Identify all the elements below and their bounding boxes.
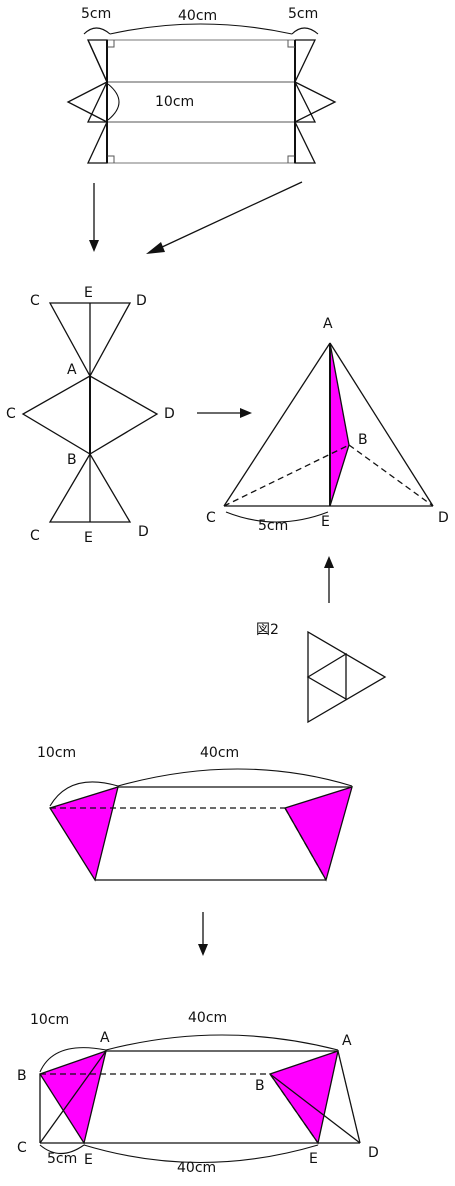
- arrow-down-bottom: [198, 912, 208, 956]
- strip-left-shaded: [49, 786, 119, 882]
- top-left-flap-upper: [86, 39, 108, 123]
- top-right-flap-lower: [294, 121, 317, 164]
- labeled-left-c-label: C: [17, 1140, 27, 1156]
- net-top-c-label: C: [30, 293, 40, 309]
- fig2-inner-triangle: [306, 652, 347, 701]
- strip-end-arc: [49, 781, 119, 807]
- top-left-width-arc: [83, 27, 111, 35]
- top-right-angle-mark-3: [107, 155, 115, 163]
- labeled-bottom-length-label: 40cm: [177, 1160, 216, 1176]
- labeled-strip: 10cm 40cm 40cm 5cm A B C E A B D E: [17, 1010, 379, 1176]
- labeled-left-diagonal: [39, 1050, 107, 1144]
- tetra-edge-ad: [329, 342, 434, 507]
- top-figure: 5cm 40cm 5cm 10cm: [66, 6, 337, 164]
- tetra-edge-bd: [348, 444, 434, 507]
- strip-right-dashed-edge: [284, 807, 327, 881]
- labeled-right-b-label: B: [255, 1078, 265, 1094]
- labeled-right-d-label: D: [368, 1145, 379, 1161]
- net-top-triangle: [48, 302, 132, 378]
- labeled-left-b-label: B: [17, 1068, 27, 1084]
- arrows-top: [89, 181, 303, 254]
- top-right-angle-mark-1: [107, 40, 115, 48]
- arrow-down-left-head: [89, 240, 99, 252]
- top-left-flap-middle: [66, 80, 108, 124]
- arrow-up-head: [324, 556, 334, 568]
- top-left-flap-lower: [86, 121, 108, 164]
- net-bot-c-label: C: [30, 528, 40, 544]
- arrow-right-head: [240, 408, 252, 418]
- top-right-flap-upper: [294, 39, 317, 123]
- top-right-width-arc: [291, 27, 319, 35]
- labeled-right-edge-ad: [337, 1050, 361, 1144]
- top-right-flap-middle: [294, 80, 337, 124]
- labeled-left-e-label: E: [84, 1152, 93, 1168]
- arrow-up: [324, 556, 334, 603]
- tetra-edge-cb: [223, 444, 350, 507]
- arrow-diagonal-shaft: [159, 181, 303, 249]
- labeled-right-shaded: [268, 1050, 339, 1145]
- net-top-e-label: E: [84, 285, 93, 301]
- tetra-ce-arc: [225, 511, 329, 523]
- labeled-ce-arc: [39, 1144, 85, 1155]
- tetra-e-label: E: [321, 514, 330, 530]
- folded-net: C E D A C D B C E D: [6, 285, 175, 546]
- net-a-label: A: [67, 362, 77, 378]
- labeled-end-width-label: 10cm: [30, 1012, 69, 1028]
- top-length-arc: [109, 23, 293, 35]
- labeled-top-length-label: 40cm: [188, 1010, 227, 1026]
- top-right-angle-mark-2: [287, 40, 295, 48]
- tetra-d-label: D: [438, 510, 449, 526]
- top-length-label: 40cm: [178, 8, 217, 24]
- labeled-right-edge-bd: [269, 1073, 361, 1144]
- tetra-a-label: A: [323, 316, 333, 332]
- tetra-c-label: C: [206, 510, 216, 526]
- arrow-diagonal-head: [146, 242, 165, 254]
- tetra-ce-length-label: 5cm: [258, 518, 288, 534]
- net-bot-d-label: D: [138, 524, 149, 540]
- tetrahedron: A B C E D 5cm: [206, 316, 449, 534]
- arrow-right: [197, 408, 252, 418]
- net-b-label: B: [67, 452, 77, 468]
- tetra-edge-ac: [223, 342, 331, 507]
- top-right-width-label: 5cm: [288, 6, 318, 22]
- labeled-end-arc: [39, 1047, 107, 1073]
- top-right-angle-mark-4: [287, 155, 295, 163]
- top-left-flap-edge: [87, 39, 108, 83]
- strip-right-shaded: [284, 786, 353, 882]
- net-bot-e-label: E: [84, 530, 93, 546]
- labeled-right-a-label: A: [342, 1033, 352, 1049]
- net-mid-c-label: C: [6, 406, 16, 422]
- top-left-width-label: 5cm: [81, 6, 111, 22]
- top-height-arc: [107, 83, 120, 121]
- strip-end-width-label: 10cm: [37, 745, 76, 761]
- top-height-label: 10cm: [155, 94, 194, 110]
- labeled-right-e-label: E: [309, 1151, 318, 1167]
- labeled-left-a-label: A: [100, 1030, 110, 1046]
- net-top-d-label: D: [136, 293, 147, 309]
- labeled-bottom-arc: [83, 1144, 319, 1164]
- labeled-top-arc: [105, 1034, 339, 1051]
- strip-length-arc: [117, 768, 353, 787]
- tetra-b-label: B: [358, 432, 368, 448]
- unfolded-strip: 10cm 40cm: [37, 745, 353, 882]
- net-bottom-triangle: [48, 452, 132, 523]
- strip-length-label: 40cm: [200, 745, 239, 761]
- net-mid-d-label: D: [164, 406, 175, 422]
- arrow-down-bottom-head: [198, 944, 208, 956]
- top-rectangle: [106, 39, 296, 164]
- figure2-label: 図2: [256, 622, 279, 638]
- labeled-ce-length-label: 5cm: [47, 1151, 77, 1167]
- labeled-right-dashed-edge: [269, 1073, 319, 1144]
- figure-2: 図2: [256, 622, 387, 724]
